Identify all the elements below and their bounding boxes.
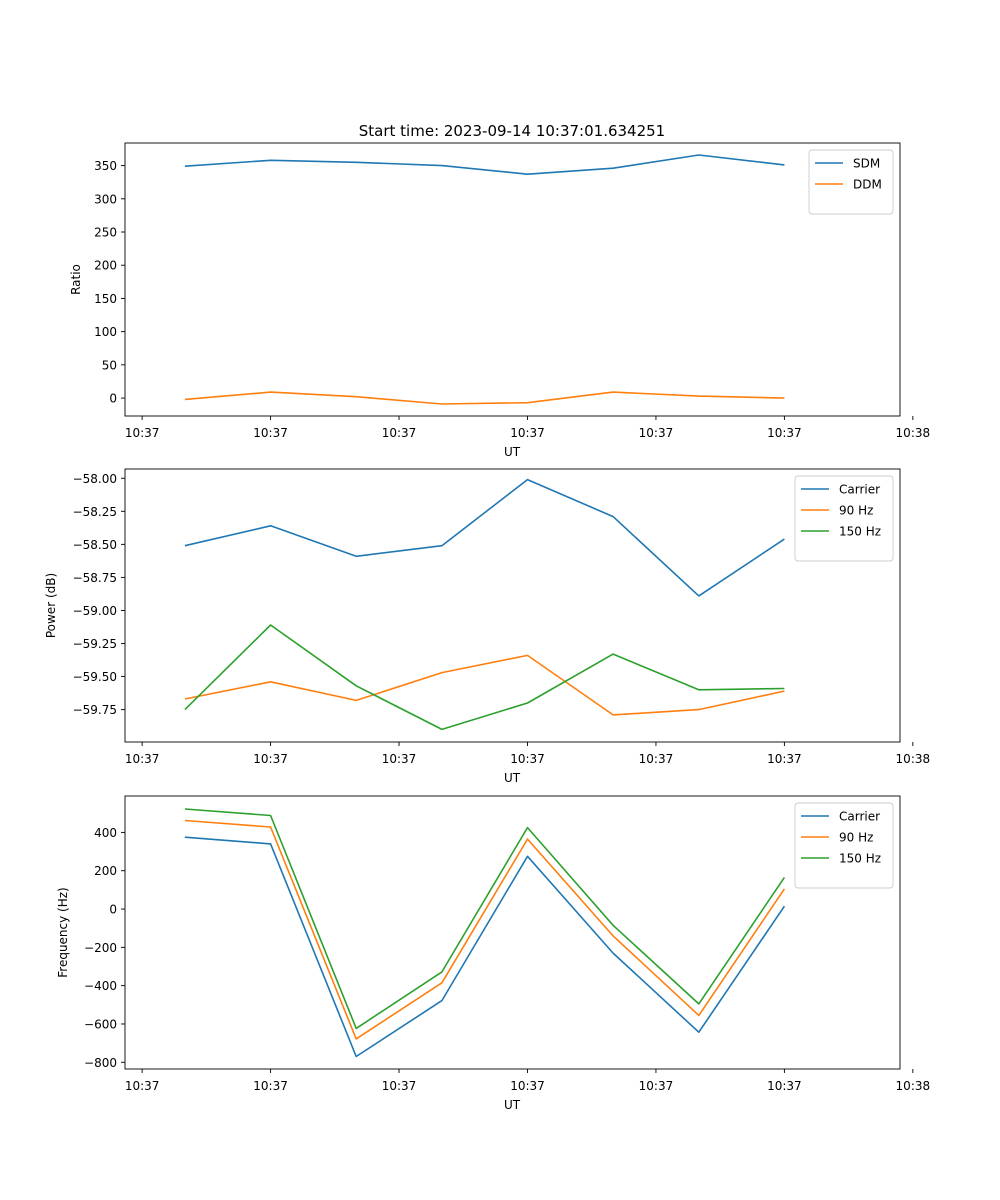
y-axis-label: Frequency (Hz) <box>56 887 70 978</box>
series-line-90-hz <box>184 819 786 1040</box>
legend-label: DDM <box>853 178 882 192</box>
series-line-150-hz <box>184 624 785 731</box>
series-line-carrier <box>184 836 786 1058</box>
y-tick-label: 0 <box>109 903 117 917</box>
ratio-panel: 10:37 10:37 10:37 10:37 10:37 10:37 10:38 UT 0 50… <box>69 142 931 459</box>
y-tick-label: 350 <box>94 159 117 173</box>
legend-label: Carrier <box>839 810 880 824</box>
legend-box <box>808 149 894 215</box>
series-line-ddm <box>184 391 785 405</box>
x-tick-label: 10:37 <box>639 752 674 766</box>
y-tick-label: −800 <box>84 1056 117 1070</box>
legend-label: 150 Hz <box>839 525 881 539</box>
y-axis-label: Power (dB) <box>44 573 58 638</box>
y-tick-label: −59.50 <box>73 670 117 684</box>
x-tick-label: 10:37 <box>767 426 802 440</box>
axes-frame <box>124 795 901 1070</box>
frequency-panel: 10:37 10:37 10:37 10:37 10:37 10:37 10:38 UT −80… <box>56 795 931 1112</box>
x-tick-label: 10:37 <box>639 1079 674 1093</box>
series-line-sdm <box>184 154 785 175</box>
x-tick-label: 10:37 <box>382 1079 417 1093</box>
x-tick-label: 10:37 <box>125 1079 160 1093</box>
power-panel: 10:37 10:37 10:37 10:37 10:37 10:37 10:38 UT −59… <box>44 468 931 785</box>
y-tick-label: −59.00 <box>73 604 117 618</box>
x-axis-label: UT <box>504 1098 521 1112</box>
y-tick-label: 200 <box>94 259 117 273</box>
legend-box <box>794 802 894 889</box>
axes-frame <box>124 468 901 743</box>
x-tick-label: 10:37 <box>253 426 288 440</box>
y-tick-label: 250 <box>94 226 117 240</box>
x-tick-label: 10:37 <box>767 752 802 766</box>
y-tick-label: −200 <box>84 941 117 955</box>
x-tick-label: 10:37 <box>510 426 545 440</box>
x-tick-label: 10:37 <box>253 1079 288 1093</box>
x-tick-label: 10:37 <box>382 752 417 766</box>
y-tick-label: 50 <box>102 358 117 372</box>
y-tick-label: −600 <box>84 1017 117 1031</box>
legend-label: 90 Hz <box>839 504 873 518</box>
x-tick-label: 10:37 <box>125 752 160 766</box>
y-tick-label: −58.50 <box>73 538 117 552</box>
axes-frame <box>124 142 901 417</box>
x-tick-label: 10:37 <box>510 752 545 766</box>
y-tick-label: 150 <box>94 292 117 306</box>
series-line-150-hz <box>184 808 786 1030</box>
y-tick-label: −59.25 <box>73 637 117 651</box>
y-axis-label: Ratio <box>69 264 83 295</box>
x-tick-label: 10:37 <box>125 426 160 440</box>
x-axis-label: UT <box>504 445 521 459</box>
figure-title: Start time: 2023-09-14 10:37:01.634251 <box>359 122 665 140</box>
series-line-90-hz <box>184 654 785 716</box>
y-tick-label: 100 <box>94 325 117 339</box>
legend-box <box>794 475 894 562</box>
x-tick-label: 10:38 <box>896 426 931 440</box>
x-tick-label: 10:38 <box>896 1079 931 1093</box>
legend-label: Carrier <box>839 483 880 497</box>
y-tick-label: 400 <box>94 826 117 840</box>
x-tick-label: 10:37 <box>253 752 288 766</box>
x-tick-label: 10:37 <box>510 1079 545 1093</box>
x-tick-label: 10:37 <box>639 426 674 440</box>
y-tick-label: 200 <box>94 864 117 878</box>
legend-label: 90 Hz <box>839 831 873 845</box>
series-line-carrier <box>184 478 785 597</box>
x-tick-label: 10:37 <box>382 426 417 440</box>
y-tick-label: 0 <box>109 392 117 406</box>
x-tick-label: 10:38 <box>896 752 931 766</box>
x-axis-label: UT <box>504 771 521 785</box>
legend-label: 150 Hz <box>839 852 881 866</box>
y-tick-label: −58.75 <box>73 571 117 585</box>
legend-label: SDM <box>853 157 880 171</box>
x-tick-label: 10:37 <box>767 1079 802 1093</box>
y-tick-label: −59.75 <box>73 703 117 717</box>
y-tick-label: −58.00 <box>73 472 117 486</box>
y-tick-label: −400 <box>84 979 117 993</box>
y-tick-label: −58.25 <box>73 505 117 519</box>
y-tick-label: 300 <box>94 192 117 206</box>
